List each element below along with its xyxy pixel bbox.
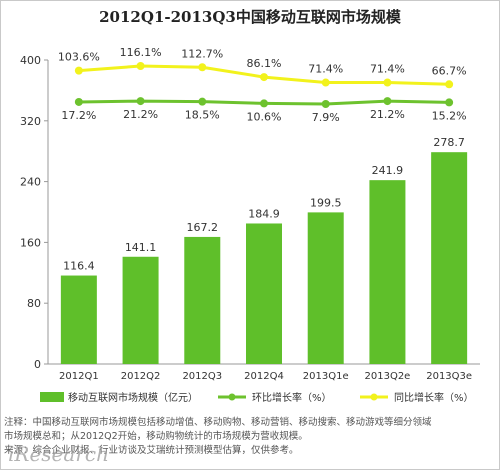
yoy-point: [136, 62, 145, 70]
qoq-point: [321, 100, 330, 108]
yoy-point: [383, 78, 392, 87]
bar-value-label: 241.9: [372, 164, 404, 177]
legend-label-yoy: 同比增长率（%）: [394, 391, 474, 404]
yoy-value-label: 116.1%: [120, 46, 162, 59]
yoy-value-label: 86.1%: [247, 57, 282, 70]
bar: [431, 152, 468, 364]
qoq-value-label: 15.2%: [432, 109, 467, 122]
y-tick-label: 240: [20, 176, 41, 189]
y-tick-label: 160: [20, 236, 41, 249]
yoy-value-label: 71.4%: [370, 63, 405, 76]
legend-swatch-qoq-marker: [228, 393, 236, 401]
iresearch-logo: iResearch: [8, 442, 109, 466]
qoq-point: [198, 97, 207, 106]
qoq-value-label: 21.2%: [123, 108, 158, 121]
legend-swatch-yoy-marker: [370, 393, 378, 401]
bar: [122, 256, 159, 364]
x-tick-label: 2012Q1: [59, 371, 99, 382]
x-tick-label: 2012Q3: [182, 371, 222, 382]
bar-value-label: 199.5: [310, 196, 342, 209]
qoq-value-label: 18.5%: [185, 109, 220, 122]
qoq-value-label: 17.2%: [61, 109, 96, 122]
yoy-value-label: 71.4%: [308, 63, 343, 76]
qoq-value-label: 10.6%: [247, 110, 282, 123]
y-tick-label: 320: [20, 115, 41, 128]
yoy-point: [74, 66, 83, 75]
y-tick-label: 0: [34, 358, 41, 371]
legend-swatch-bar: [40, 392, 64, 402]
bar-value-label: 116.4: [63, 260, 95, 273]
bar-value-label: 184.9: [248, 207, 280, 220]
legend-label-bar: 移动互联网市场规模（亿元）: [68, 391, 198, 404]
yoy-point: [445, 80, 454, 89]
qoq-point: [383, 97, 392, 106]
chart-title: 2012Q1-2013Q3中国移动互联网市场规模: [99, 8, 401, 26]
bar: [60, 275, 97, 364]
qoq-point: [260, 99, 268, 108]
bar-value-label: 141.1: [125, 241, 157, 254]
bar: [307, 212, 344, 364]
qoq-point: [445, 98, 454, 107]
x-tick-label: 2012Q4: [244, 371, 284, 382]
qoq-value-label: 21.2%: [370, 108, 405, 121]
bar: [246, 223, 282, 364]
qoq-point: [74, 97, 83, 106]
qoq-point: [136, 97, 145, 106]
bar-value-label: 278.7: [433, 136, 465, 149]
x-tick-label: 2013Q2e: [365, 371, 411, 382]
x-tick-label: 2013Q1e: [303, 371, 349, 382]
x-tick-label: 2012Q2: [121, 371, 161, 382]
yoy-value-label: 66.7%: [432, 64, 467, 77]
qoq-value-label: 7.9%: [312, 111, 340, 124]
y-tick-label: 400: [20, 54, 41, 67]
footnote-line-2: 市场规模总和；从2012Q2开始，移动购物统计的市场规模为营收规模。: [4, 431, 308, 442]
y-tick-label: 80: [27, 297, 41, 310]
yoy-point: [198, 63, 207, 72]
footnote-line-1: 注释：中国移动互联网市场规模包括移动增值、移动购物、移动营销、移动搜索、移动游戏…: [4, 417, 432, 428]
yoy-point: [260, 73, 268, 82]
legend-label-qoq: 环比增长率（%）: [252, 391, 332, 404]
yoy-value-label: 112.7%: [181, 47, 223, 60]
bar: [184, 236, 221, 364]
yoy-point: [321, 78, 330, 87]
yoy-value-label: 103.6%: [58, 51, 100, 64]
footnote-source: 来源：综合企业财报、行业访谈及艾瑞统计预测模型估算，仅供参考。: [4, 445, 299, 456]
bar-value-label: 167.2: [187, 221, 219, 234]
bar: [369, 180, 406, 364]
x-tick-label: 2013Q3e: [426, 371, 472, 382]
